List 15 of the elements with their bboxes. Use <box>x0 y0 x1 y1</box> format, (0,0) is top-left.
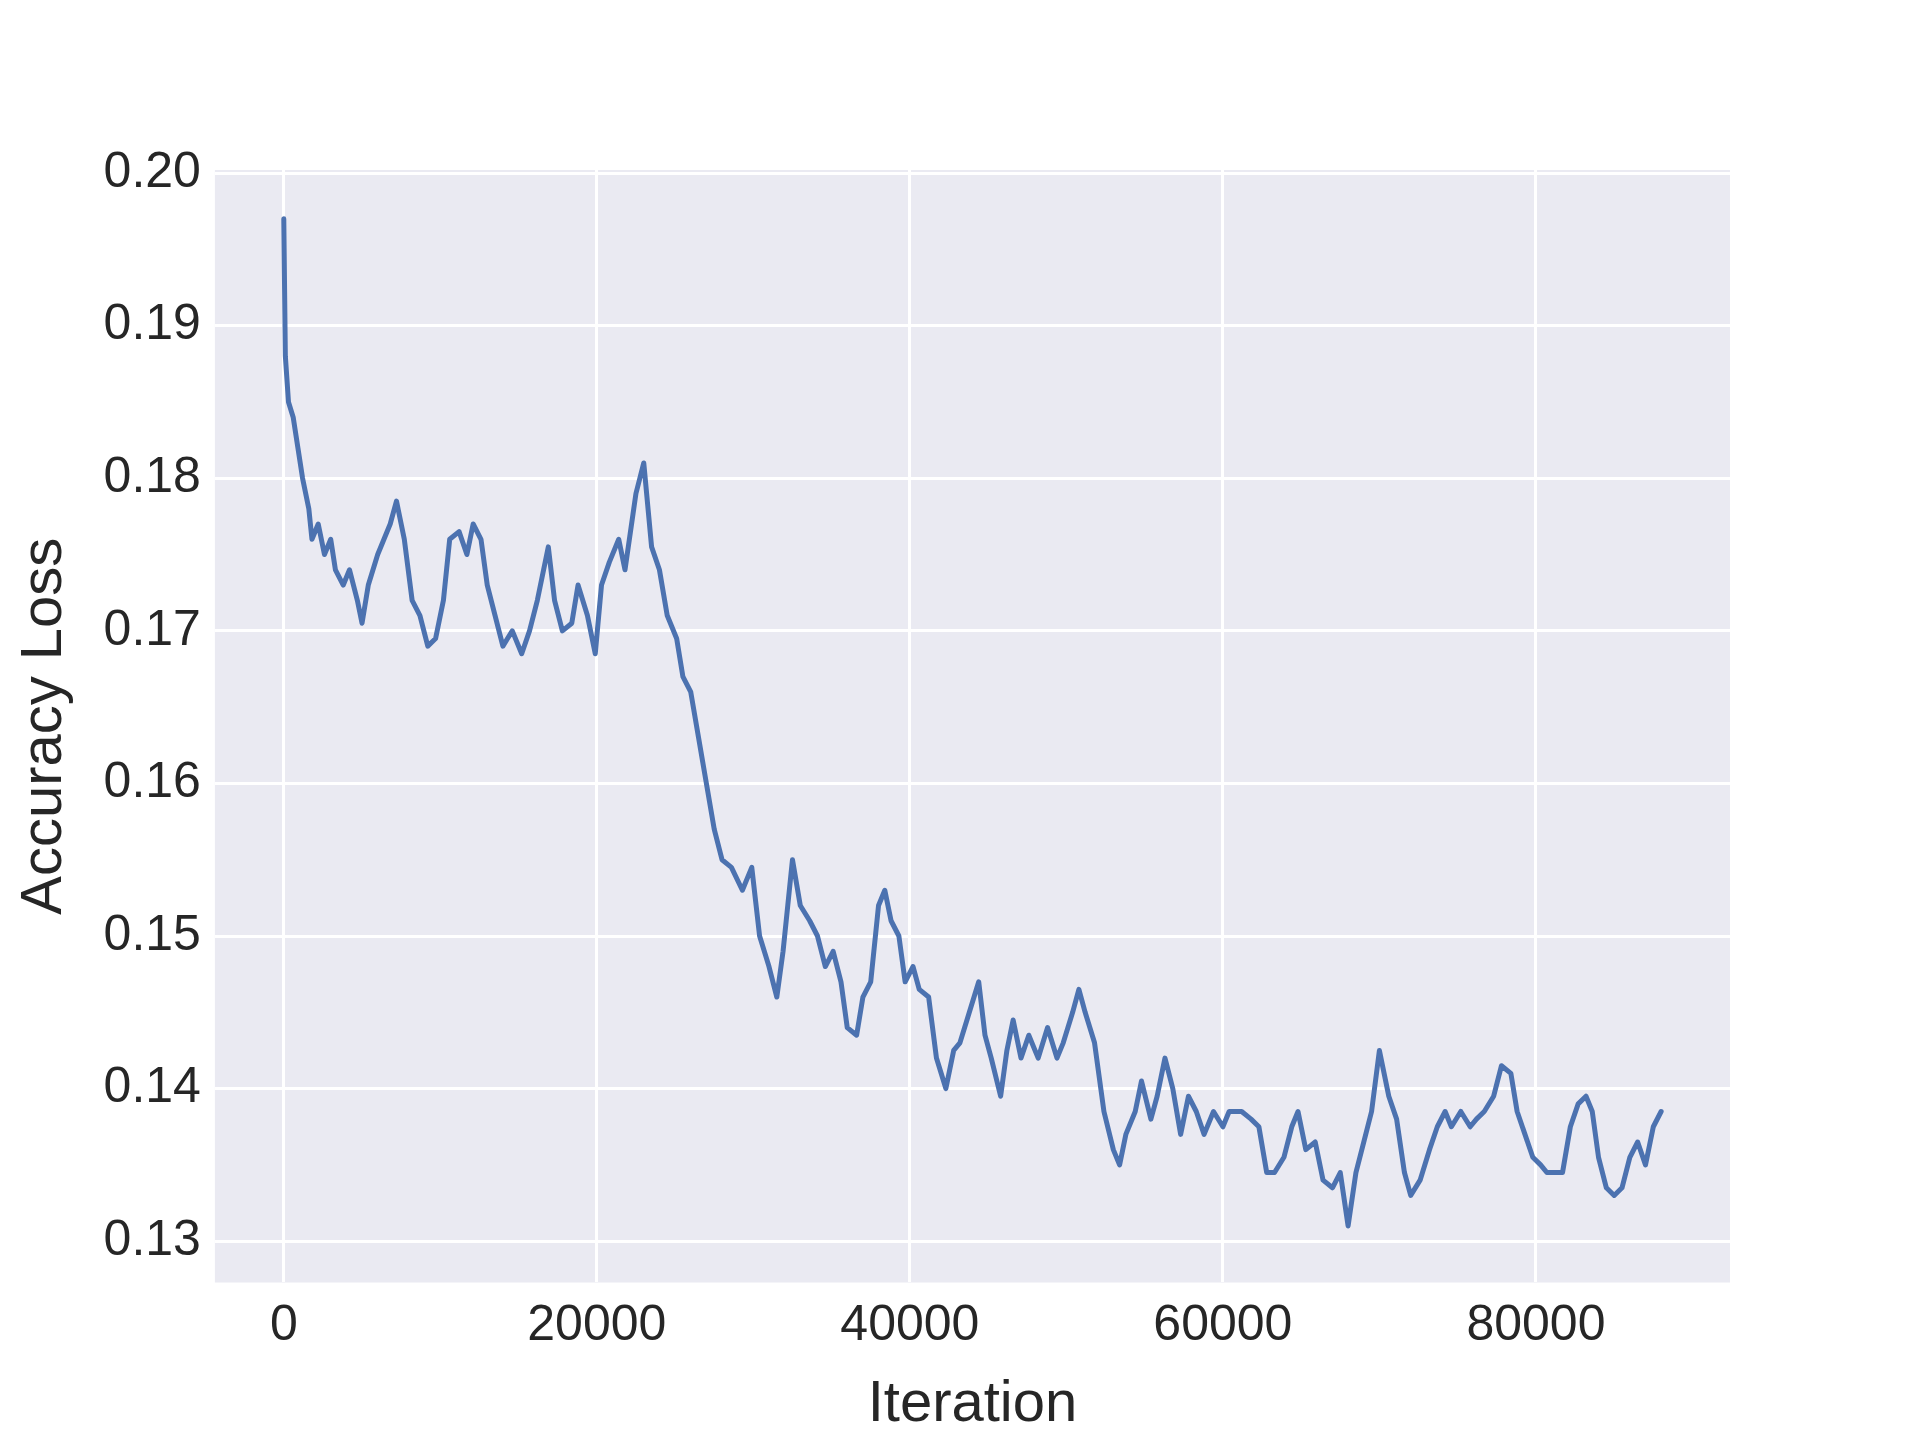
y-tick-label: 0.16 <box>103 752 201 809</box>
x-tick-label: 20000 <box>527 1295 667 1352</box>
y-tick-label: 0.18 <box>103 447 201 504</box>
y-tick-label: 0.14 <box>103 1057 201 1114</box>
y-tick-label: 0.15 <box>103 904 201 961</box>
y-tick-label: 0.19 <box>103 294 201 351</box>
y-tick-label: 0.17 <box>103 599 201 656</box>
x-tick-label: 80000 <box>1466 1295 1606 1352</box>
x-tick-label: 0 <box>269 1295 298 1352</box>
y-tick-label: 0.20 <box>103 141 201 198</box>
x-tick-label: 40000 <box>840 1295 980 1352</box>
x-axis-title: Iteration <box>867 1368 1078 1434</box>
y-axis-title: Accuracy Loss <box>7 537 73 915</box>
y-tick-label: 0.13 <box>103 1209 201 1266</box>
x-tick-label: 60000 <box>1153 1295 1293 1352</box>
